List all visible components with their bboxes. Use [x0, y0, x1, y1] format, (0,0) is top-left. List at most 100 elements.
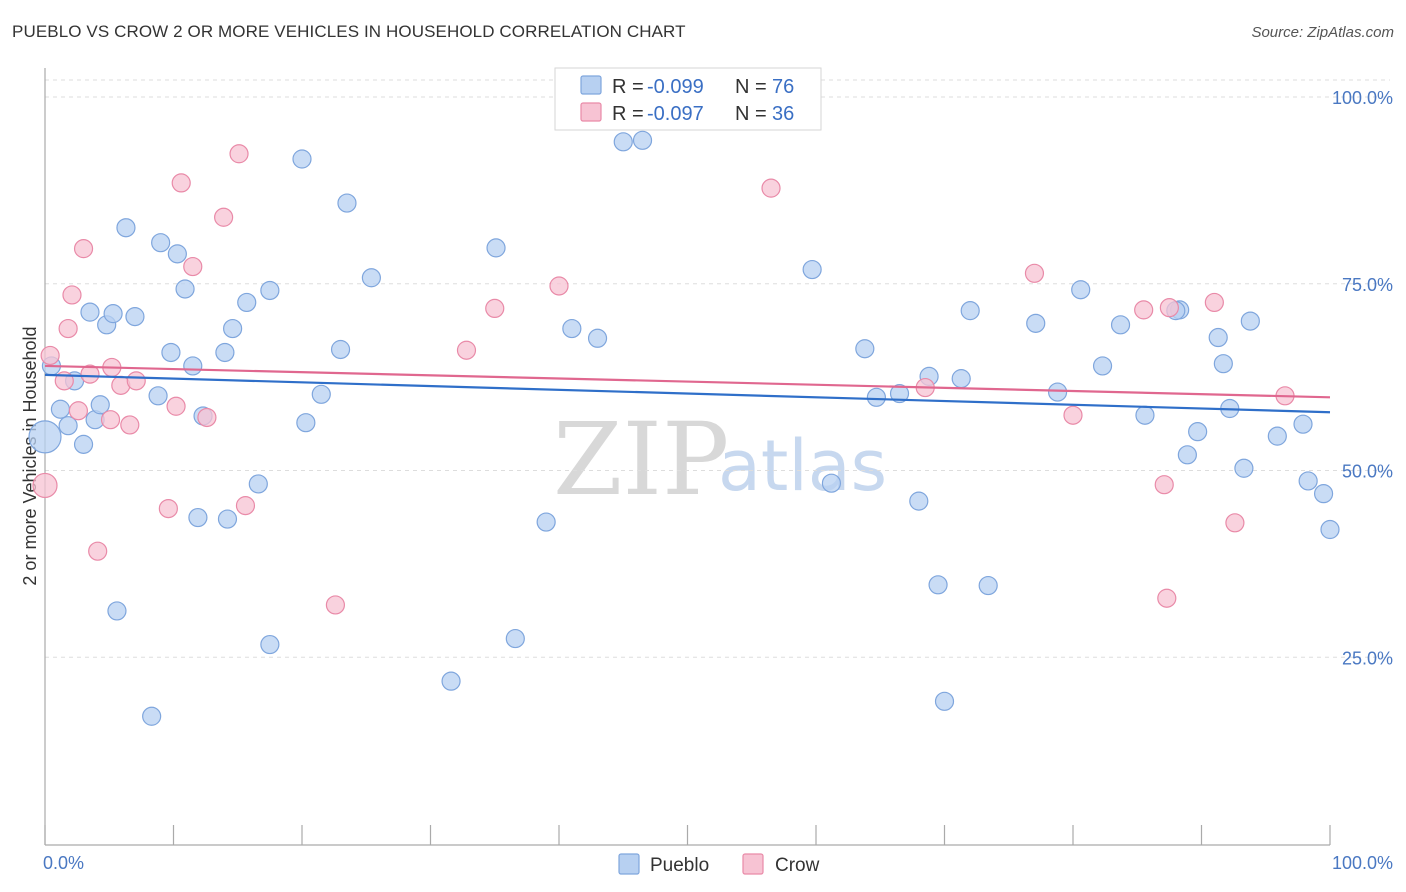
- series-legend-label-pueblo: Pueblo: [650, 855, 709, 876]
- pueblo-point: [167, 244, 187, 264]
- crow-point: [80, 364, 100, 384]
- pueblo-point: [951, 369, 971, 389]
- series-legend-swatch-pueblo: [618, 853, 640, 875]
- crow-point: [100, 410, 121, 430]
- y-tick-label: 75.0%: [1342, 275, 1393, 295]
- pueblo-point: [1298, 471, 1318, 491]
- pueblo-point: [1092, 356, 1113, 376]
- source-label: Source: ZipAtlas.com: [1251, 24, 1394, 41]
- pueblo-point: [1071, 280, 1091, 300]
- pueblo-point: [613, 132, 633, 152]
- legend-swatch-crow: [580, 102, 602, 122]
- pueblo-point: [183, 356, 203, 376]
- pueblo-point: [802, 259, 822, 280]
- pueblo-point: [1208, 327, 1228, 348]
- pueblo-point: [248, 474, 268, 494]
- pueblo-point: [1177, 445, 1197, 465]
- crow-point: [73, 239, 94, 259]
- crow-point: [1063, 405, 1083, 425]
- crow-point: [126, 371, 146, 391]
- legend-r-value-pueblo: -0.099: [647, 76, 704, 98]
- legend-swatch-pueblo: [580, 75, 602, 95]
- pueblo-point: [217, 509, 238, 529]
- pueblo-point: [1313, 484, 1334, 504]
- pueblo-point: [361, 268, 381, 288]
- crow-point: [88, 541, 108, 561]
- pueblo-point: [1240, 311, 1260, 331]
- y-tick-label: 100.0%: [1332, 88, 1393, 108]
- pueblo-point: [821, 473, 842, 493]
- pueblo-point: [223, 318, 243, 339]
- pueblo-point: [1026, 313, 1046, 333]
- pueblo-point: [1267, 426, 1287, 446]
- series-legend: Pueblo Crow: [618, 853, 820, 876]
- pueblo-point: [1213, 354, 1233, 374]
- pueblo-point: [125, 307, 145, 327]
- pueblo-point: [107, 601, 127, 621]
- pueblo-point: [50, 399, 71, 419]
- gridlines: [45, 79, 1390, 658]
- crow-point: [549, 276, 569, 296]
- crow-point: [166, 396, 186, 416]
- pueblo-point: [441, 671, 461, 691]
- crow-point: [1024, 263, 1045, 283]
- crow-point: [40, 345, 60, 366]
- crow-point: [325, 595, 346, 615]
- crow-point: [62, 285, 82, 305]
- crow-point: [214, 207, 234, 227]
- pueblo-point: [1047, 382, 1068, 402]
- pueblo-point: [536, 512, 556, 532]
- legend-r-label-pueblo: R =: [612, 76, 644, 98]
- crow-point: [761, 178, 781, 198]
- crow-point: [32, 472, 58, 499]
- pueblo-point: [215, 342, 235, 363]
- pueblo-point: [151, 233, 171, 253]
- crow-point: [229, 144, 249, 164]
- trend-lines: [44, 364, 1331, 414]
- pueblo-point: [311, 384, 331, 404]
- pueblo-point: [505, 628, 525, 649]
- pueblo-point: [292, 149, 312, 169]
- pueblo-point: [161, 342, 181, 363]
- crow-point: [1225, 513, 1245, 533]
- pueblo-point: [260, 280, 280, 301]
- crow-trend-line: [44, 364, 1331, 399]
- series-legend-swatch-crow: [742, 853, 764, 875]
- pueblo-point: [1234, 458, 1254, 478]
- pueblo-point: [855, 339, 875, 359]
- pueblo-point: [142, 706, 162, 726]
- pueblo-point: [632, 130, 653, 150]
- pueblo-point: [960, 301, 980, 321]
- pueblo-point: [934, 691, 955, 711]
- series-legend-label-crow: Crow: [775, 855, 820, 876]
- pueblo-point: [58, 416, 78, 436]
- legend-r-value-crow: -0.097: [647, 103, 704, 125]
- crow-point: [68, 401, 89, 421]
- pueblo-point: [73, 434, 94, 454]
- crow-point: [1154, 475, 1174, 495]
- pueblo-point: [1110, 315, 1131, 335]
- pueblo-point: [188, 507, 208, 528]
- watermark-atlas: atlas: [718, 425, 887, 507]
- pueblo-point: [337, 193, 357, 213]
- pueblo-point: [116, 218, 136, 238]
- pueblo-point: [587, 328, 608, 348]
- pueblo-point: [1293, 414, 1313, 434]
- y-tick-label: 25.0%: [1342, 648, 1393, 668]
- pueblo-point: [28, 420, 62, 454]
- pueblo-point: [80, 302, 100, 322]
- crow-point: [1204, 292, 1224, 313]
- pueblo-point: [866, 387, 886, 407]
- pueblo-point: [296, 413, 316, 433]
- pueblo-point: [237, 292, 257, 313]
- axes: [44, 68, 1331, 846]
- pueblo-point: [330, 339, 351, 360]
- legend-n-label-pueblo: N =: [735, 76, 767, 98]
- x-tick-label-max: 100.0%: [1332, 853, 1393, 873]
- pueblo-point: [148, 386, 168, 406]
- legend-n-value-pueblo: 76: [772, 76, 794, 98]
- pueblo-point: [486, 238, 506, 258]
- crow-point: [235, 496, 256, 516]
- crow-point: [1134, 300, 1154, 320]
